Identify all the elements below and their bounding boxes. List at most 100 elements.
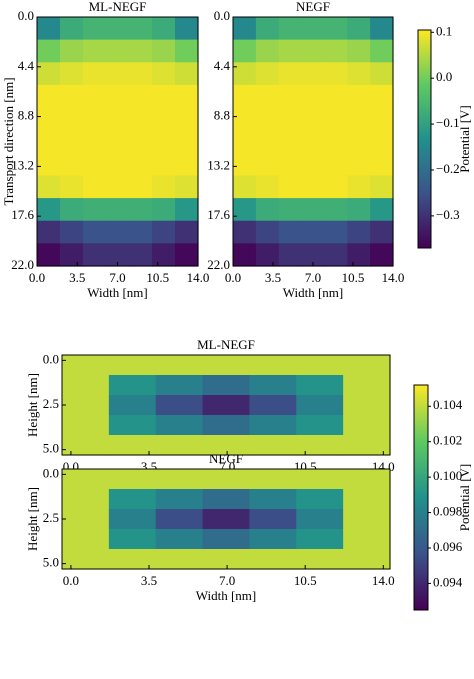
heatmap-cell	[129, 175, 153, 199]
x-tick-label: 14.0	[382, 270, 405, 285]
heatmap-cell	[83, 198, 107, 222]
heatmap-cell	[108, 435, 157, 456]
heatmap-cell	[83, 17, 107, 41]
x-tick-label: 14.0	[372, 573, 395, 588]
heatmap-cell	[278, 84, 303, 109]
heatmap-cell	[343, 529, 391, 550]
heatmap-cell	[255, 152, 280, 177]
y-tick-label: 8.8	[18, 108, 34, 123]
heatmap-cell	[233, 39, 257, 63]
colorbar-tick-label: −0.3	[436, 207, 460, 222]
heatmap-cell	[106, 107, 130, 131]
y-tick-label: 17.6	[207, 207, 230, 222]
heatmap-cell	[62, 529, 110, 550]
heatmap-cell	[343, 355, 391, 376]
heatmap-cell	[278, 152, 303, 177]
heatmap-cell	[108, 489, 157, 510]
heatmap-cell	[343, 489, 391, 510]
heatmap-cell	[152, 62, 176, 86]
heatmap-cell	[60, 175, 84, 199]
x-axis-label: Width [nm]	[87, 285, 148, 300]
heatmap-cell	[83, 39, 107, 63]
colorbar-tick-label: 0.098	[433, 504, 462, 519]
heatmap-cell	[343, 509, 391, 530]
heatmap-cell	[233, 243, 257, 267]
heatmap-cell	[37, 198, 61, 222]
heatmap-cell	[62, 415, 110, 436]
heatmap-cell	[175, 130, 199, 154]
heatmap-cell	[255, 39, 280, 63]
y-axis-label: Height [nm]	[25, 487, 40, 551]
heatmap-cell	[255, 130, 280, 154]
heatmap-cell	[255, 17, 280, 41]
heatmap-cell	[155, 435, 204, 456]
heatmap-cell	[347, 198, 371, 222]
x-tick-label: 7.0	[219, 573, 235, 588]
heatmap-cell	[60, 243, 84, 267]
y-tick-label: 2.5	[43, 396, 59, 411]
heatmap-cell	[278, 107, 303, 131]
colorbar-tick-label: 0.100	[433, 468, 462, 483]
plot-title: ML-NEGF	[197, 337, 255, 352]
heatmap-cell	[202, 549, 251, 570]
heatmap-cell	[324, 220, 348, 244]
heatmap-cell	[106, 220, 130, 244]
heatmap-cell	[324, 243, 348, 267]
heatmap-cell	[152, 39, 176, 63]
heatmap-cell	[60, 198, 84, 222]
heatmap-cell	[83, 62, 107, 86]
heatmap-cell	[347, 220, 371, 244]
heatmap-cell	[60, 130, 84, 154]
heatmap-cell	[347, 17, 371, 41]
heatmap-cell	[60, 107, 84, 131]
heatmap-cell	[233, 17, 257, 41]
heatmap-cell	[106, 39, 130, 63]
heatmap-cell	[249, 549, 297, 570]
heatmap-cell	[370, 84, 394, 109]
heatmap-cell	[249, 415, 297, 436]
heatmap-cell	[155, 395, 204, 416]
heatmap-cell	[202, 469, 251, 490]
heatmap-cell	[62, 489, 110, 510]
heatmap-cell	[155, 549, 204, 570]
heatmap-cell	[37, 62, 61, 86]
heatmap-cell	[347, 152, 371, 177]
heatmap-cell	[278, 198, 303, 222]
heatmap-cell	[108, 549, 157, 570]
colorbar	[417, 29, 432, 249]
colorbar-tick-label: 0.104	[433, 397, 463, 412]
heatmap-cell	[37, 243, 61, 267]
heatmap-cell	[233, 152, 257, 177]
heatmap-cell	[249, 375, 297, 396]
y-tick-label: 5.0	[43, 555, 59, 570]
heatmap-cell	[60, 39, 84, 63]
heatmap-cell	[255, 84, 280, 109]
heatmap-cell	[343, 469, 391, 490]
colorbar-label: Potential [V]	[457, 105, 472, 173]
heatmap-cell	[301, 220, 326, 244]
heatmap-cell	[249, 395, 297, 416]
heatmap-cell	[155, 469, 204, 490]
heatmap-cell	[324, 175, 348, 199]
heatmap-cell	[37, 17, 61, 41]
heatmap-cell	[233, 130, 257, 154]
heatmap-cell	[108, 395, 157, 416]
heatmap-cell	[129, 84, 153, 109]
heatmap-cell	[155, 355, 204, 376]
heatmap-cell	[175, 243, 199, 267]
heatmap-cell	[370, 220, 394, 244]
heatmap-cell	[60, 17, 84, 41]
heatmap-cell	[106, 175, 130, 199]
heatmap-cell	[324, 17, 348, 41]
heatmap-cell	[301, 198, 326, 222]
x-tick-label: 3.5	[69, 270, 85, 285]
heatmap-cell	[129, 198, 153, 222]
colorbar-tick-label: 0.096	[433, 539, 463, 554]
heatmap-cell	[106, 152, 130, 177]
heatmap-cell	[83, 84, 107, 109]
heatmap-cell	[278, 17, 303, 41]
heatmap-cell	[296, 529, 344, 550]
heatmap-cell	[175, 39, 199, 63]
heatmap-cell	[37, 152, 61, 177]
colorbar-tick-label: 0.0	[436, 69, 452, 84]
